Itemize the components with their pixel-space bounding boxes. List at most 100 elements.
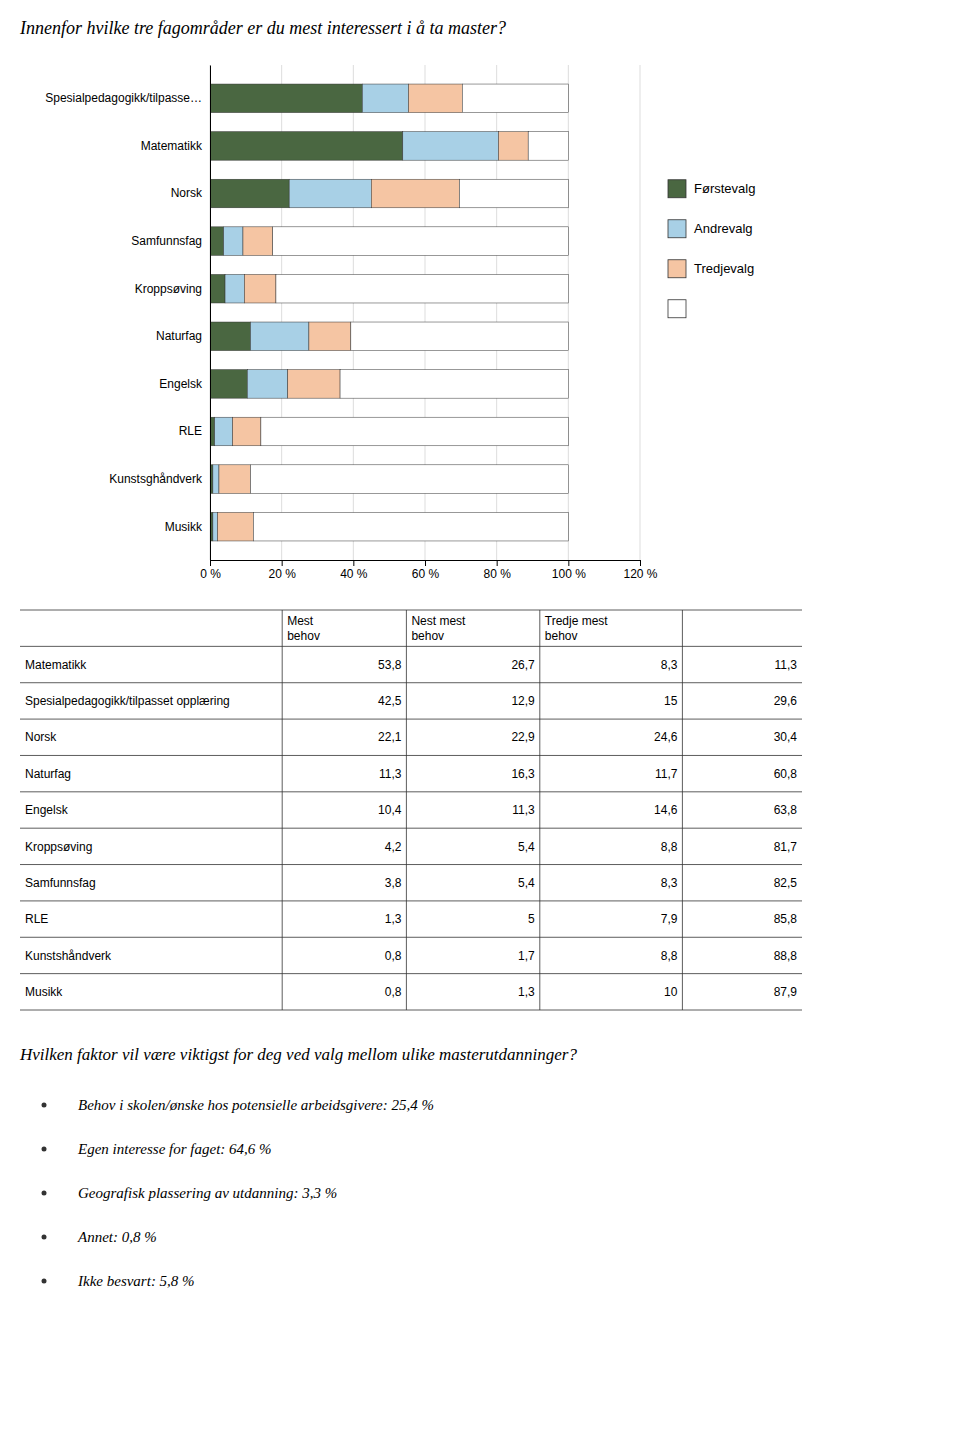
y-tick: Samfunnsfag <box>131 234 202 248</box>
x-tick: 60 % <box>412 560 440 581</box>
x-tick-mark <box>210 560 211 566</box>
legend-item: Tredjevalg <box>668 260 754 278</box>
bar-segment <box>210 370 247 399</box>
y-tick-label: Samfunnsfag <box>131 234 202 248</box>
bullet <box>42 1235 47 1240</box>
y-tick: Norsk <box>171 186 203 200</box>
table-cell: RLE <box>25 912 48 926</box>
table-cell: Kroppsøving <box>25 840 92 854</box>
table-rule <box>20 937 802 938</box>
table-cell: 53,8 <box>378 658 402 672</box>
legend-swatch <box>668 180 686 198</box>
y-tick-label: RLE <box>179 424 202 438</box>
bar-segment <box>309 322 351 351</box>
bar-segment <box>243 227 273 256</box>
bar-segment <box>233 417 261 446</box>
x-axis-line <box>211 561 641 567</box>
table-cell: 24,6 <box>654 730 678 744</box>
table-cell: 82,5 <box>774 876 798 890</box>
x-tick: 120 % <box>623 560 657 581</box>
y-tick-label: Kunstsghåndverk <box>109 472 203 486</box>
table-cell: 16,3 <box>511 767 535 781</box>
legend-item <box>668 300 686 318</box>
table-cell: 30,4 <box>774 730 798 744</box>
bar-segment <box>210 274 225 303</box>
table-cell: 11,3 <box>775 658 798 672</box>
y-tick-label: Engelsk <box>159 377 203 391</box>
table-rule <box>282 610 283 1010</box>
x-tick: 40 % <box>340 560 368 581</box>
table-cell: 85,8 <box>774 912 798 926</box>
table-rule <box>20 791 802 792</box>
table-rule <box>20 646 802 647</box>
x-tick-label: 60 % <box>412 567 440 581</box>
x-tick: 0 % <box>200 560 221 581</box>
x-tick: 80 % <box>483 560 511 581</box>
bar-segment <box>371 179 459 208</box>
table-cell: 1,7 <box>518 949 535 963</box>
table-rule <box>20 828 802 829</box>
y-axis: Spesialpedagogikk/tilpasse…MatematikkNor… <box>45 66 210 561</box>
table: MestbehovNest mestbehovTredje mestbehovM… <box>20 610 802 1010</box>
table-header: Tredje mestbehov <box>545 614 609 642</box>
table-cell: 87,9 <box>774 985 798 999</box>
x-tick-label: 40 % <box>340 567 368 581</box>
legend-swatch <box>668 300 686 318</box>
bar-segment <box>224 227 243 256</box>
table-cell: 11,3 <box>512 803 535 817</box>
table-cell: 11,7 <box>655 767 678 781</box>
legend-swatch <box>668 260 686 278</box>
bar-segment <box>261 417 568 446</box>
bars <box>210 84 569 541</box>
x-tick-label: 100 % <box>552 567 586 581</box>
notes-item: Behov i skolen/ønske hos potensielle arb… <box>78 1097 434 1113</box>
bar-segment <box>250 322 308 351</box>
table-cell: 0,8 <box>385 949 402 963</box>
table-cell: 14,6 <box>654 803 678 817</box>
page: Innenfor hvilke tre fagområder er du mes… <box>0 0 960 1440</box>
table-cell: 3,8 <box>385 876 402 890</box>
table-cell: Samfunnsfag <box>25 876 96 890</box>
table-rule <box>20 864 802 865</box>
table-cell: 7,9 <box>661 912 678 926</box>
bar-segment <box>289 179 371 208</box>
table-cell: 10 <box>664 985 678 999</box>
table-rule <box>20 682 802 683</box>
y-tick: Engelsk <box>159 377 203 391</box>
table-cell: Norsk <box>25 730 57 744</box>
table-cell: 29,6 <box>774 694 798 708</box>
x-tick-mark <box>640 560 641 566</box>
table-cell: 8,8 <box>661 840 678 854</box>
table-rule <box>20 900 802 901</box>
table-cell: 0,8 <box>385 985 402 999</box>
table-cell: 26,7 <box>511 658 535 672</box>
y-tick: Musikk <box>165 520 203 534</box>
table-rule <box>682 610 683 1010</box>
table-cell: 8,3 <box>661 876 678 890</box>
table-cell: 1,3 <box>518 985 535 999</box>
y-tick-label: Naturfag <box>156 329 202 343</box>
table-rule <box>406 610 407 1010</box>
table-cell: Engelsk <box>25 803 69 817</box>
table-cell: 10,4 <box>378 803 402 817</box>
bar-segment <box>215 417 233 446</box>
table-cell: Naturfag <box>25 767 71 781</box>
bar-segment <box>244 274 276 303</box>
y-tick-label: Norsk <box>171 186 203 200</box>
notes-item: Ikke besvart: 5,8 % <box>77 1273 195 1289</box>
table-cell: 11,3 <box>379 767 402 781</box>
table-cell: 42,5 <box>378 694 402 708</box>
y-tick: Kunstsghåndverk <box>109 472 203 486</box>
legend-swatch <box>668 220 686 238</box>
bar-segment <box>210 227 224 256</box>
x-tick-mark <box>282 560 283 566</box>
table-rule <box>20 755 802 756</box>
legend: FørstevalgAndrevalgTredjevalg <box>668 180 755 318</box>
table-cell: 81,7 <box>774 840 798 854</box>
table-cell: 5,4 <box>518 876 535 890</box>
table-cell: Musikk <box>25 985 63 999</box>
legend-item: Andrevalg <box>668 220 753 238</box>
table-cell: 63,8 <box>774 803 798 817</box>
table-header: Nest mestbehov <box>411 614 466 642</box>
table-cell: 60,8 <box>774 767 798 781</box>
